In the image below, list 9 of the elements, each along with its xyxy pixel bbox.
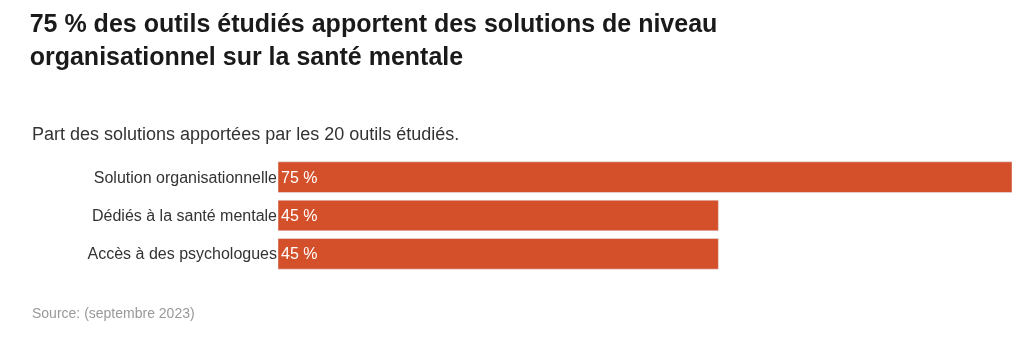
- data-label: 45 %: [281, 245, 318, 263]
- source-note: Source: (septembre 2023): [32, 305, 195, 321]
- chart-subtitle: Part des solutions apportées par les 20 outils étudiés.: [32, 124, 460, 144]
- y-tick-label: Dédiés à la santé mentale: [92, 207, 278, 225]
- data-label: 45 %: [281, 207, 318, 224]
- data-label: 75 %: [281, 168, 318, 186]
- chart-title: 75 % des outils étudiés apportent des solutions de niveau organisationnel sur la santé mentale: [29, 9, 718, 70]
- y-tick-label: Solution organisationnelle: [93, 168, 278, 186]
- y-tick-label: Accès à des psychologues: [87, 245, 277, 263]
